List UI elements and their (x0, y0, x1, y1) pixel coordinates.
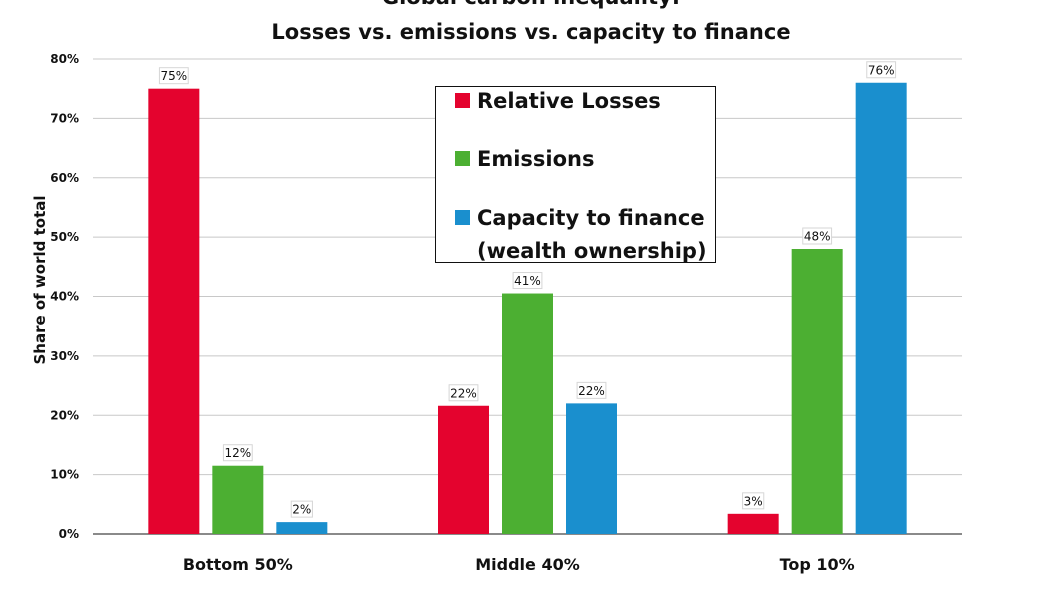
x-tick-label: Bottom 50% (183, 555, 293, 574)
legend: Relative Losses Emissions Capacity to fina… (435, 86, 716, 263)
y-tick-label: 80% (50, 52, 79, 66)
data-label-box (290, 500, 313, 518)
legend-label-line2: (wealth ownership) (477, 239, 707, 263)
data-label: 2% (292, 503, 311, 517)
y-tick-label: 30% (50, 349, 79, 363)
bar (148, 88, 200, 534)
y-tick-label: 70% (50, 111, 79, 125)
legend-swatch (455, 93, 470, 108)
data-label-box (448, 384, 479, 402)
y-tick-label: 60% (50, 171, 79, 185)
bars (148, 82, 907, 534)
bar (855, 82, 907, 534)
legend-label: Emissions (477, 147, 595, 171)
bar (212, 465, 264, 534)
data-label: 3% (744, 494, 763, 508)
y-tick-label: 20% (50, 408, 79, 422)
legend-label: Relative Losses (477, 89, 661, 113)
data-label-box (512, 272, 543, 290)
bar (438, 405, 489, 534)
legend-swatch (455, 210, 470, 225)
y-axis-ticks: 0% 10% 20% 30% 40% 50% 60% 70% 80% (50, 52, 79, 541)
chart-title: Global carbon inequality: (382, 0, 680, 9)
bar (727, 513, 779, 534)
data-label-box (742, 492, 765, 510)
y-tick-label: 10% (50, 468, 79, 482)
bar (566, 403, 617, 534)
data-label: 22% (578, 384, 605, 398)
data-labels: 75% 12% 2% 22% 41% 22% 3% 48% 76% (158, 61, 897, 518)
y-tick-label: 0% (59, 527, 79, 541)
bar (791, 249, 843, 534)
x-tick-label: Top 10% (780, 555, 855, 574)
legend-box (435, 86, 716, 263)
y-tick-label: 50% (50, 230, 79, 244)
data-label: 41% (514, 274, 541, 288)
data-label: 75% (160, 69, 187, 83)
bar (502, 293, 553, 534)
bar (276, 522, 328, 534)
data-label: 76% (868, 63, 895, 77)
legend-label: Capacity to finance (477, 206, 705, 230)
data-label-box (802, 227, 833, 245)
data-label-box (866, 61, 897, 79)
y-tick-label: 40% (50, 290, 79, 304)
data-label: 12% (224, 446, 251, 460)
data-label-box (222, 444, 253, 462)
data-label-box (158, 67, 189, 85)
data-label: 48% (804, 230, 831, 244)
legend-swatch (455, 151, 470, 166)
x-axis-ticks: Bottom 50% Middle 40% Top 10% (183, 555, 855, 574)
x-tick-label: Middle 40% (475, 555, 580, 574)
data-label: 22% (450, 386, 477, 400)
y-axis-label: Share of world total (31, 195, 49, 364)
data-label-box (576, 381, 607, 399)
chart-subtitle: Losses vs. emissions vs. capacity to fin… (271, 20, 790, 44)
